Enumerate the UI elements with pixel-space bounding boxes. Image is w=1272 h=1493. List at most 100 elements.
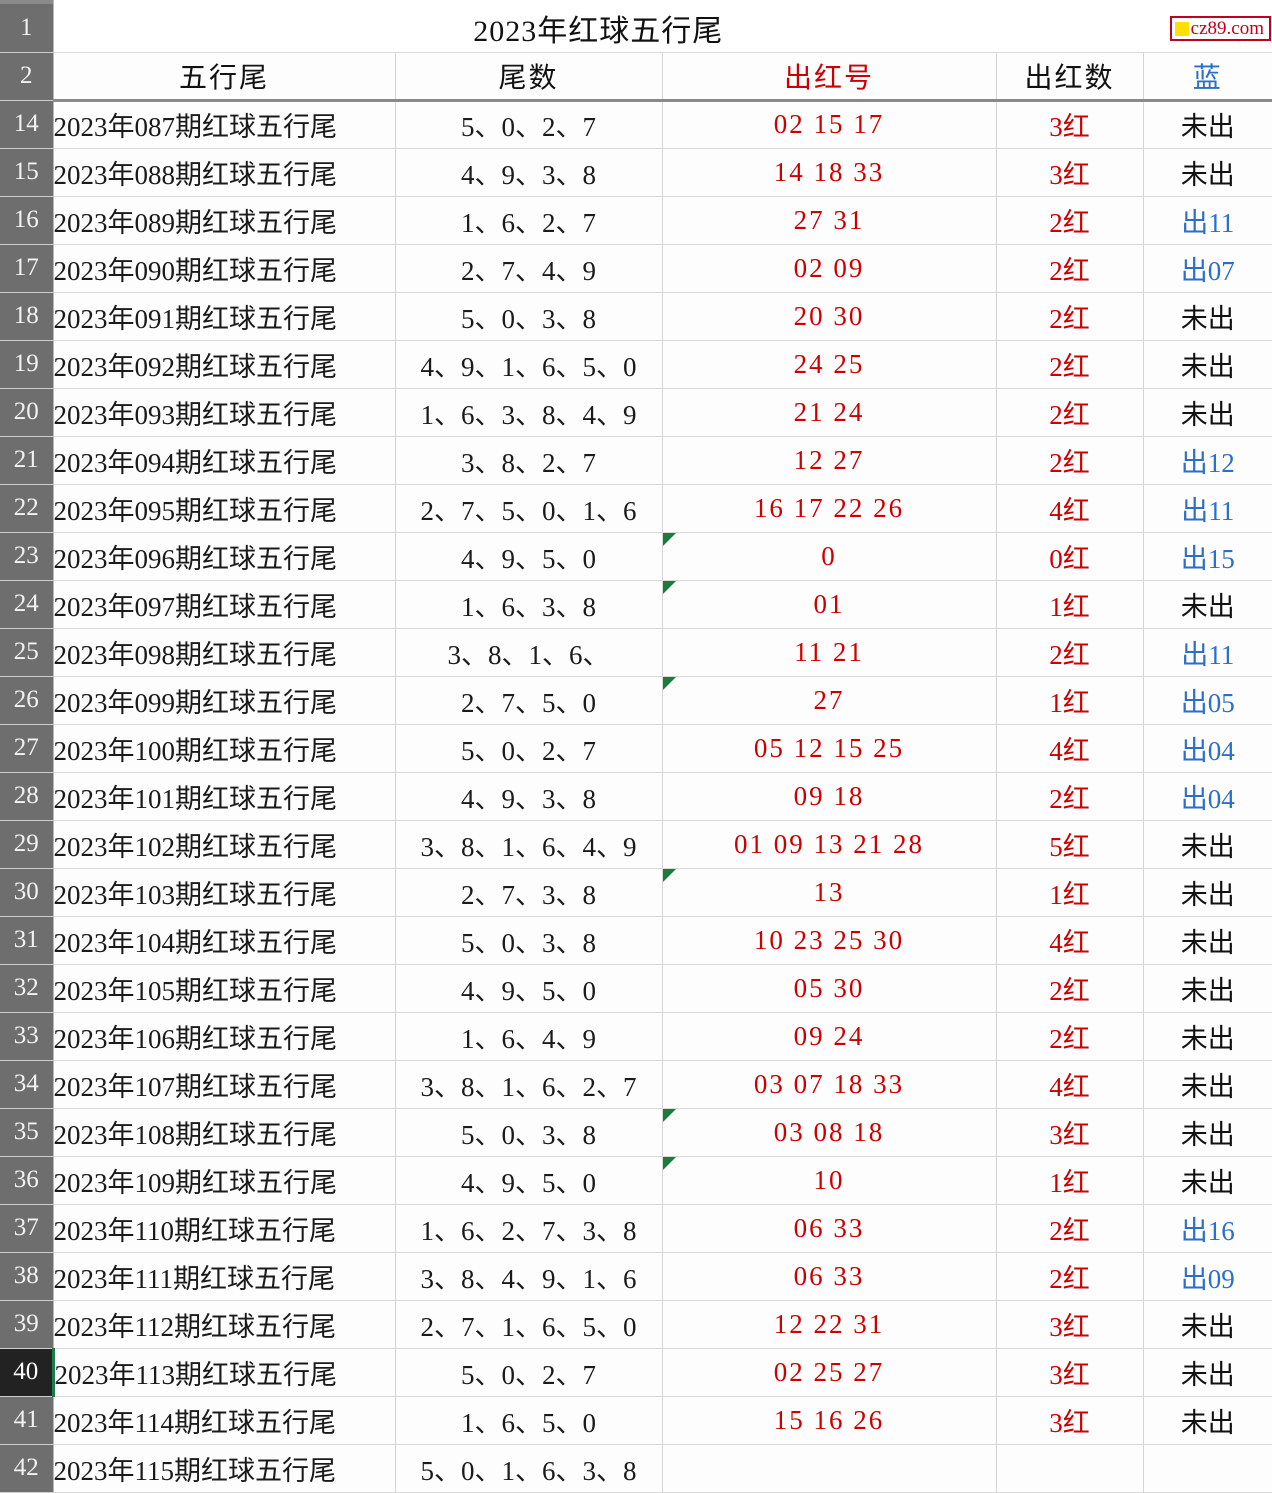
cell-red-count[interactable]: 5红	[996, 820, 1144, 869]
row-header-32[interactable]: 32	[0, 964, 54, 1013]
cell-blue-ball[interactable]: 未出	[1143, 340, 1272, 389]
cell-name[interactable]: 2023年093期红球五行尾	[53, 388, 396, 437]
cell-red-numbers[interactable]: 01	[662, 580, 997, 629]
cell-red-count[interactable]: 2红	[996, 964, 1144, 1013]
cell-tails[interactable]: 4、9、1、6、5、0	[395, 340, 663, 389]
cell-red-numbers[interactable]: 02 09	[662, 244, 997, 293]
cell-blue-ball[interactable]: 出15	[1143, 532, 1272, 581]
cell-red-numbers[interactable]: 10	[662, 1156, 997, 1205]
table-row[interactable]: 29 2023年102期红球五行尾 3、8、1、6、4、9 01 09 13 21 2…	[0, 820, 1272, 869]
table-row[interactable]: 21 2023年094期红球五行尾 3、8、2、7 12 27 2红 出12	[0, 436, 1272, 485]
table-row[interactable]: 19 2023年092期红球五行尾 4、9、1、6、5、0 24 25 2红 未出	[0, 340, 1272, 389]
table-row[interactable]: 15 2023年088期红球五行尾 4、9、3、8 14 18 33 3红 未出	[0, 148, 1272, 197]
row-header-19[interactable]: 19	[0, 340, 54, 389]
row-header-22[interactable]: 22	[0, 484, 54, 533]
cell-red-numbers[interactable]: 14 18 33	[662, 148, 997, 197]
table-row[interactable]: 41 2023年114期红球五行尾 1、6、5、0 15 16 26 3红 未出	[0, 1396, 1272, 1445]
row-header-37[interactable]: 37	[0, 1204, 54, 1253]
cell-red-numbers[interactable]: 10 23 25 30	[662, 916, 997, 965]
cell-red-count[interactable]: 1红	[996, 868, 1144, 917]
table-row[interactable]: 34 2023年107期红球五行尾 3、8、1、6、2、7 03 07 18 33 4红…	[0, 1060, 1272, 1109]
cell-blue-ball[interactable]: 未出	[1143, 868, 1272, 917]
table-row[interactable]: 30 2023年103期红球五行尾 2、7、3、8 13 1红 未出	[0, 868, 1272, 917]
cell-red-numbers[interactable]: 03 07 18 33	[662, 1060, 997, 1109]
cell-name[interactable]: 2023年088期红球五行尾	[53, 148, 396, 197]
cell-name[interactable]: 2023年103期红球五行尾	[53, 868, 396, 917]
cell-tails[interactable]: 2、7、3、8	[395, 868, 663, 917]
row-header-30[interactable]: 30	[0, 868, 54, 917]
cell-name[interactable]: 2023年111期红球五行尾	[53, 1252, 396, 1301]
cell-blue-ball[interactable]: 未出	[1143, 388, 1272, 437]
cell-red-count[interactable]: 2红	[996, 340, 1144, 389]
cell-name[interactable]: 2023年100期红球五行尾	[53, 724, 396, 773]
row-header-39[interactable]: 39	[0, 1300, 54, 1349]
table-row[interactable]: 39 2023年112期红球五行尾 2、7、1、6、5、0 12 22 31 3红 未出	[0, 1300, 1272, 1349]
row-header-42[interactable]: 42	[0, 1444, 54, 1493]
cell-tails[interactable]: 2、7、5、0	[395, 676, 663, 725]
row-header-18[interactable]: 18	[0, 292, 54, 341]
cell-red-numbers[interactable]: 11 21	[662, 628, 997, 677]
cell-tails[interactable]: 1、6、3、8、4、9	[395, 388, 663, 437]
cell-tails[interactable]: 4、9、5、0	[395, 532, 663, 581]
cell-name[interactable]: 2023年105期红球五行尾	[53, 964, 396, 1013]
column-header-name[interactable]: 五行尾	[53, 52, 396, 102]
row-header-21[interactable]: 21	[0, 436, 54, 485]
cell-red-count[interactable]: 2红	[996, 388, 1144, 437]
cell-red-numbers[interactable]: 27	[662, 676, 997, 725]
cell-tails[interactable]: 4、9、5、0	[395, 1156, 663, 1205]
cell-blue-ball[interactable]: 未出	[1143, 292, 1272, 341]
table-row[interactable]: 16 2023年089期红球五行尾 1、6、2、7 27 31 2红 出11	[0, 196, 1272, 245]
cell-red-count[interactable]: 2红	[996, 1204, 1144, 1253]
table-row[interactable]: 18 2023年091期红球五行尾 5、0、3、8 20 30 2红 未出	[0, 292, 1272, 341]
cell-tails[interactable]: 5、0、3、8	[395, 916, 663, 965]
cell-name[interactable]: 2023年110期红球五行尾	[53, 1204, 396, 1253]
cell-red-count[interactable]: 1红	[996, 676, 1144, 725]
table-row[interactable]: 23 2023年096期红球五行尾 4、9、5、0 0 0红 出15	[0, 532, 1272, 581]
cell-blue-ball[interactable]: 出11	[1143, 484, 1272, 533]
cell-blue-ball[interactable]: 未出	[1143, 1012, 1272, 1061]
table-row[interactable]: 14 2023年087期红球五行尾 5、0、2、7 02 15 17 3红 未出	[0, 100, 1272, 149]
cell-red-count[interactable]: 2红	[996, 244, 1144, 293]
cell-red-count[interactable]: 2红	[996, 292, 1144, 341]
cell-tails[interactable]: 4、9、3、8	[395, 148, 663, 197]
cell-red-numbers[interactable]: 13	[662, 868, 997, 917]
row-header-2[interactable]: 2	[0, 52, 54, 101]
cell-blue-ball[interactable]: 出04	[1143, 724, 1272, 773]
cell-red-count[interactable]: 2红	[996, 772, 1144, 821]
table-row[interactable]: 42 2023年115期红球五行尾 5、0、1、6、3、8	[0, 1444, 1272, 1493]
column-header-blue[interactable]: 蓝	[1143, 52, 1272, 102]
cell-tails[interactable]: 1、6、2、7	[395, 196, 663, 245]
table-row[interactable]: 38 2023年111期红球五行尾 3、8、4、9、1、6 06 33 2红 出09	[0, 1252, 1272, 1301]
cell-blue-ball[interactable]: 未出	[1143, 820, 1272, 869]
cell-name[interactable]: 2023年114期红球五行尾	[53, 1396, 396, 1445]
cell-name[interactable]: 2023年092期红球五行尾	[53, 340, 396, 389]
cell-red-count[interactable]: 4红	[996, 1060, 1144, 1109]
cell-blue-ball[interactable]: 未出	[1143, 1396, 1272, 1445]
table-row[interactable]: 31 2023年104期红球五行尾 5、0、3、8 10 23 25 30 4红 未出	[0, 916, 1272, 965]
column-header-tails[interactable]: 尾数	[395, 52, 663, 102]
cell-tails[interactable]: 2、7、5、0、1、6	[395, 484, 663, 533]
row-header-34[interactable]: 34	[0, 1060, 54, 1109]
cell-red-numbers[interactable]: 12 22 31	[662, 1300, 997, 1349]
cell-name[interactable]: 2023年108期红球五行尾	[53, 1108, 396, 1157]
row-header-35[interactable]: 35	[0, 1108, 54, 1157]
cell-name[interactable]: 2023年091期红球五行尾	[53, 292, 396, 341]
table-row[interactable]: 22 2023年095期红球五行尾 2、7、5、0、1、6 16 17 22 26 4红…	[0, 484, 1272, 533]
cell-red-numbers[interactable]: 09 18	[662, 772, 997, 821]
cell-tails[interactable]: 5、0、3、8	[395, 1108, 663, 1157]
table-row[interactable]: 32 2023年105期红球五行尾 4、9、5、0 05 30 2红 未出	[0, 964, 1272, 1013]
cell-red-numbers[interactable]: 0	[662, 532, 997, 581]
cell-red-count[interactable]: 2红	[996, 196, 1144, 245]
cell-blue-ball[interactable]: 未出	[1143, 964, 1272, 1013]
cell-red-numbers[interactable]: 12 27	[662, 436, 997, 485]
table-row[interactable]: 33 2023年106期红球五行尾 1、6、4、9 09 24 2红 未出	[0, 1012, 1272, 1061]
cell-name[interactable]: 2023年104期红球五行尾	[53, 916, 396, 965]
table-row[interactable]: 36 2023年109期红球五行尾 4、9、5、0 10 1红 未出	[0, 1156, 1272, 1205]
cell-red-numbers[interactable]: 05 12 15 25	[662, 724, 997, 773]
row-header-27[interactable]: 27	[0, 724, 54, 773]
cell-blue-ball[interactable]: 未出	[1143, 1108, 1272, 1157]
cell-red-count[interactable]: 1红	[996, 580, 1144, 629]
cell-blue-ball[interactable]: 未出	[1143, 1348, 1272, 1397]
cell-tails[interactable]: 5、0、2、7	[395, 724, 663, 773]
table-row[interactable]: 37 2023年110期红球五行尾 1、6、2、7、3、8 06 33 2红 出16	[0, 1204, 1272, 1253]
